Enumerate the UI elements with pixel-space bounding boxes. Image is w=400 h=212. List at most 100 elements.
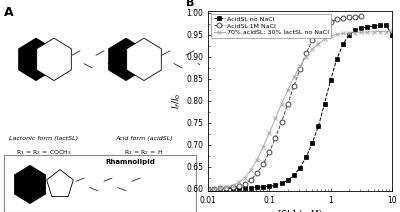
AcidSL 1M NaCl <box>285 103 290 105</box>
AcidSL no NaCl <box>236 187 241 190</box>
70% acidSL: 30% lactSL no NaCl: (0.0158, 0.601): 30% lactSL no NaCl: (0.0158, 0.601) <box>218 187 222 190</box>
AcidSL no NaCl <box>334 58 339 60</box>
70% acidSL: 30% lactSL no NaCl: (0.0501, 0.643): 30% lactSL no NaCl: (0.0501, 0.643) <box>248 168 253 171</box>
Text: R$_1$ = R$_2$ = COCH$_3$: R$_1$ = R$_2$ = COCH$_3$ <box>16 148 72 157</box>
70% acidSL: 30% lactSL no NaCl: (1, 0.947): 30% lactSL no NaCl: (1, 0.947) <box>328 35 333 37</box>
AcidSL no NaCl <box>328 78 333 81</box>
70% acidSL: 30% lactSL no NaCl: (3.98, 0.956): 30% lactSL no NaCl: (3.98, 0.956) <box>365 31 370 33</box>
AcidSL no NaCl <box>255 186 260 188</box>
Line: 70% acidSL: 30% lactSL no NaCl: 70% acidSL: 30% lactSL no NaCl <box>206 29 394 191</box>
AcidSL 1M NaCl <box>273 136 278 139</box>
AcidSL no NaCl <box>365 26 370 28</box>
70% acidSL: 30% lactSL no NaCl: (6.31, 0.957): 30% lactSL no NaCl: (6.31, 0.957) <box>377 31 382 33</box>
70% acidSL: 30% lactSL no NaCl: (1.26, 0.951): 30% lactSL no NaCl: (1.26, 0.951) <box>334 33 339 36</box>
Text: B: B <box>186 0 194 8</box>
AcidSL no NaCl <box>206 187 210 190</box>
AcidSL no NaCl <box>298 166 302 169</box>
AcidSL no NaCl <box>285 179 290 181</box>
AcidSL no NaCl <box>347 33 352 36</box>
70% acidSL: 30% lactSL no NaCl: (0.0631, 0.666): 30% lactSL no NaCl: (0.0631, 0.666) <box>255 158 260 161</box>
AcidSL 1M NaCl <box>212 187 216 190</box>
AcidSL 1M NaCl <box>359 15 364 18</box>
AcidSL 1M NaCl <box>230 186 235 188</box>
70% acidSL: 30% lactSL no NaCl: (0.398, 0.9): 30% lactSL no NaCl: (0.398, 0.9) <box>304 56 308 58</box>
Y-axis label: $I_f$/$I_0$: $I_f$/$I_0$ <box>171 92 183 109</box>
70% acidSL: 30% lactSL no NaCl: (2, 0.954): 30% lactSL no NaCl: (2, 0.954) <box>347 32 352 34</box>
AcidSL no NaCl <box>340 43 345 46</box>
AcidSL no NaCl <box>359 27 364 29</box>
AcidSL no NaCl <box>261 186 266 188</box>
AcidSL no NaCl <box>316 125 321 127</box>
AcidSL no NaCl <box>377 24 382 26</box>
AcidSL no NaCl <box>218 187 222 190</box>
70% acidSL: 30% lactSL no NaCl: (0.631, 0.93): 30% lactSL no NaCl: (0.631, 0.93) <box>316 42 321 45</box>
AcidSL 1M NaCl <box>206 187 210 190</box>
AcidSL 1M NaCl <box>242 183 247 185</box>
AcidSL no NaCl <box>304 156 308 159</box>
AcidSL no NaCl <box>353 29 358 32</box>
AcidSL no NaCl <box>310 142 315 144</box>
AcidSL 1M NaCl <box>224 187 229 190</box>
AcidSL 1M NaCl <box>218 187 222 190</box>
AcidSL 1M NaCl <box>322 24 327 26</box>
70% acidSL: 30% lactSL no NaCl: (0.126, 0.76): 30% lactSL no NaCl: (0.126, 0.76) <box>273 117 278 120</box>
Polygon shape <box>47 170 73 197</box>
Text: Acid form (acidSL): Acid form (acidSL) <box>115 136 173 141</box>
Text: Lactonic form (lactSL): Lactonic form (lactSL) <box>10 136 78 141</box>
AcidSL no NaCl <box>279 182 284 185</box>
Bar <box>4 155 196 212</box>
AcidSL no NaCl <box>292 174 296 177</box>
70% acidSL: 30% lactSL no NaCl: (0.0794, 0.695): 30% lactSL no NaCl: (0.0794, 0.695) <box>261 146 266 148</box>
Legend: AcidSL no NaCl, AcidSL 1M NaCl, 70% acidSL: 30% lactSL no NaCl: AcidSL no NaCl, AcidSL 1M NaCl, 70% acid… <box>211 14 331 38</box>
AcidSL no NaCl <box>384 23 388 26</box>
70% acidSL: 30% lactSL no NaCl: (0.501, 0.917): 30% lactSL no NaCl: (0.501, 0.917) <box>310 48 315 50</box>
AcidSL no NaCl <box>322 103 327 105</box>
70% acidSL: 30% lactSL no NaCl: (0.794, 0.94): 30% lactSL no NaCl: (0.794, 0.94) <box>322 38 327 40</box>
AcidSL 1M NaCl <box>304 52 308 54</box>
70% acidSL: 30% lactSL no NaCl: (0.0126, 0.6): 30% lactSL no NaCl: (0.0126, 0.6) <box>212 187 216 190</box>
AcidSL 1M NaCl <box>236 185 241 187</box>
70% acidSL: 30% lactSL no NaCl: (7.94, 0.957): 30% lactSL no NaCl: (7.94, 0.957) <box>384 31 388 33</box>
70% acidSL: 30% lactSL no NaCl: (1.58, 0.953): 30% lactSL no NaCl: (1.58, 0.953) <box>340 32 345 35</box>
Text: A: A <box>4 6 14 19</box>
AcidSL 1M NaCl <box>347 16 352 18</box>
AcidSL 1M NaCl <box>261 163 266 165</box>
70% acidSL: 30% lactSL no NaCl: (0.158, 0.793): 30% lactSL no NaCl: (0.158, 0.793) <box>279 103 284 105</box>
AcidSL 1M NaCl <box>279 121 284 123</box>
Line: AcidSL 1M NaCl: AcidSL 1M NaCl <box>206 14 364 191</box>
AcidSL 1M NaCl <box>298 68 302 70</box>
Text: R$_1$ = R$_2$ = H: R$_1$ = R$_2$ = H <box>124 148 164 157</box>
Polygon shape <box>14 165 46 204</box>
AcidSL no NaCl <box>273 184 278 186</box>
70% acidSL: 30% lactSL no NaCl: (0.0398, 0.625): 30% lactSL no NaCl: (0.0398, 0.625) <box>242 176 247 179</box>
AcidSL 1M NaCl <box>340 17 345 19</box>
AcidSL 1M NaCl <box>353 15 358 18</box>
70% acidSL: 30% lactSL no NaCl: (10, 0.958): 30% lactSL no NaCl: (10, 0.958) <box>390 30 394 32</box>
AcidSL 1M NaCl <box>255 172 260 174</box>
70% acidSL: 30% lactSL no NaCl: (0.251, 0.853): 30% lactSL no NaCl: (0.251, 0.853) <box>292 76 296 79</box>
AcidSL 1M NaCl <box>334 18 339 21</box>
70% acidSL: 30% lactSL no NaCl: (0.316, 0.878): 30% lactSL no NaCl: (0.316, 0.878) <box>298 65 302 68</box>
X-axis label: [SL] (mM): [SL] (mM) <box>278 210 322 212</box>
AcidSL 1M NaCl <box>292 85 296 88</box>
70% acidSL: 30% lactSL no NaCl: (0.0316, 0.614): 30% lactSL no NaCl: (0.0316, 0.614) <box>236 181 241 184</box>
Polygon shape <box>19 38 53 81</box>
AcidSL no NaCl <box>371 25 376 27</box>
AcidSL 1M NaCl <box>248 179 253 181</box>
AcidSL no NaCl <box>212 187 216 190</box>
70% acidSL: 30% lactSL no NaCl: (2.51, 0.955): 30% lactSL no NaCl: (2.51, 0.955) <box>353 31 358 34</box>
AcidSL no NaCl <box>224 187 229 190</box>
Polygon shape <box>37 38 71 81</box>
AcidSL 1M NaCl <box>328 20 333 23</box>
AcidSL no NaCl <box>242 186 247 189</box>
70% acidSL: 30% lactSL no NaCl: (0.02, 0.603): 30% lactSL no NaCl: (0.02, 0.603) <box>224 186 229 188</box>
AcidSL no NaCl <box>267 185 272 188</box>
70% acidSL: 30% lactSL no NaCl: (5.01, 0.957): 30% lactSL no NaCl: (5.01, 0.957) <box>371 31 376 33</box>
70% acidSL: 30% lactSL no NaCl: (0.0251, 0.607): 30% lactSL no NaCl: (0.0251, 0.607) <box>230 184 235 187</box>
AcidSL no NaCl <box>390 33 394 36</box>
70% acidSL: 30% lactSL no NaCl: (0.2, 0.824): 30% lactSL no NaCl: (0.2, 0.824) <box>285 89 290 91</box>
Polygon shape <box>109 38 143 81</box>
AcidSL 1M NaCl <box>267 151 272 153</box>
AcidSL 1M NaCl <box>310 39 315 42</box>
70% acidSL: 30% lactSL no NaCl: (0.01, 0.6): 30% lactSL no NaCl: (0.01, 0.6) <box>206 187 210 190</box>
